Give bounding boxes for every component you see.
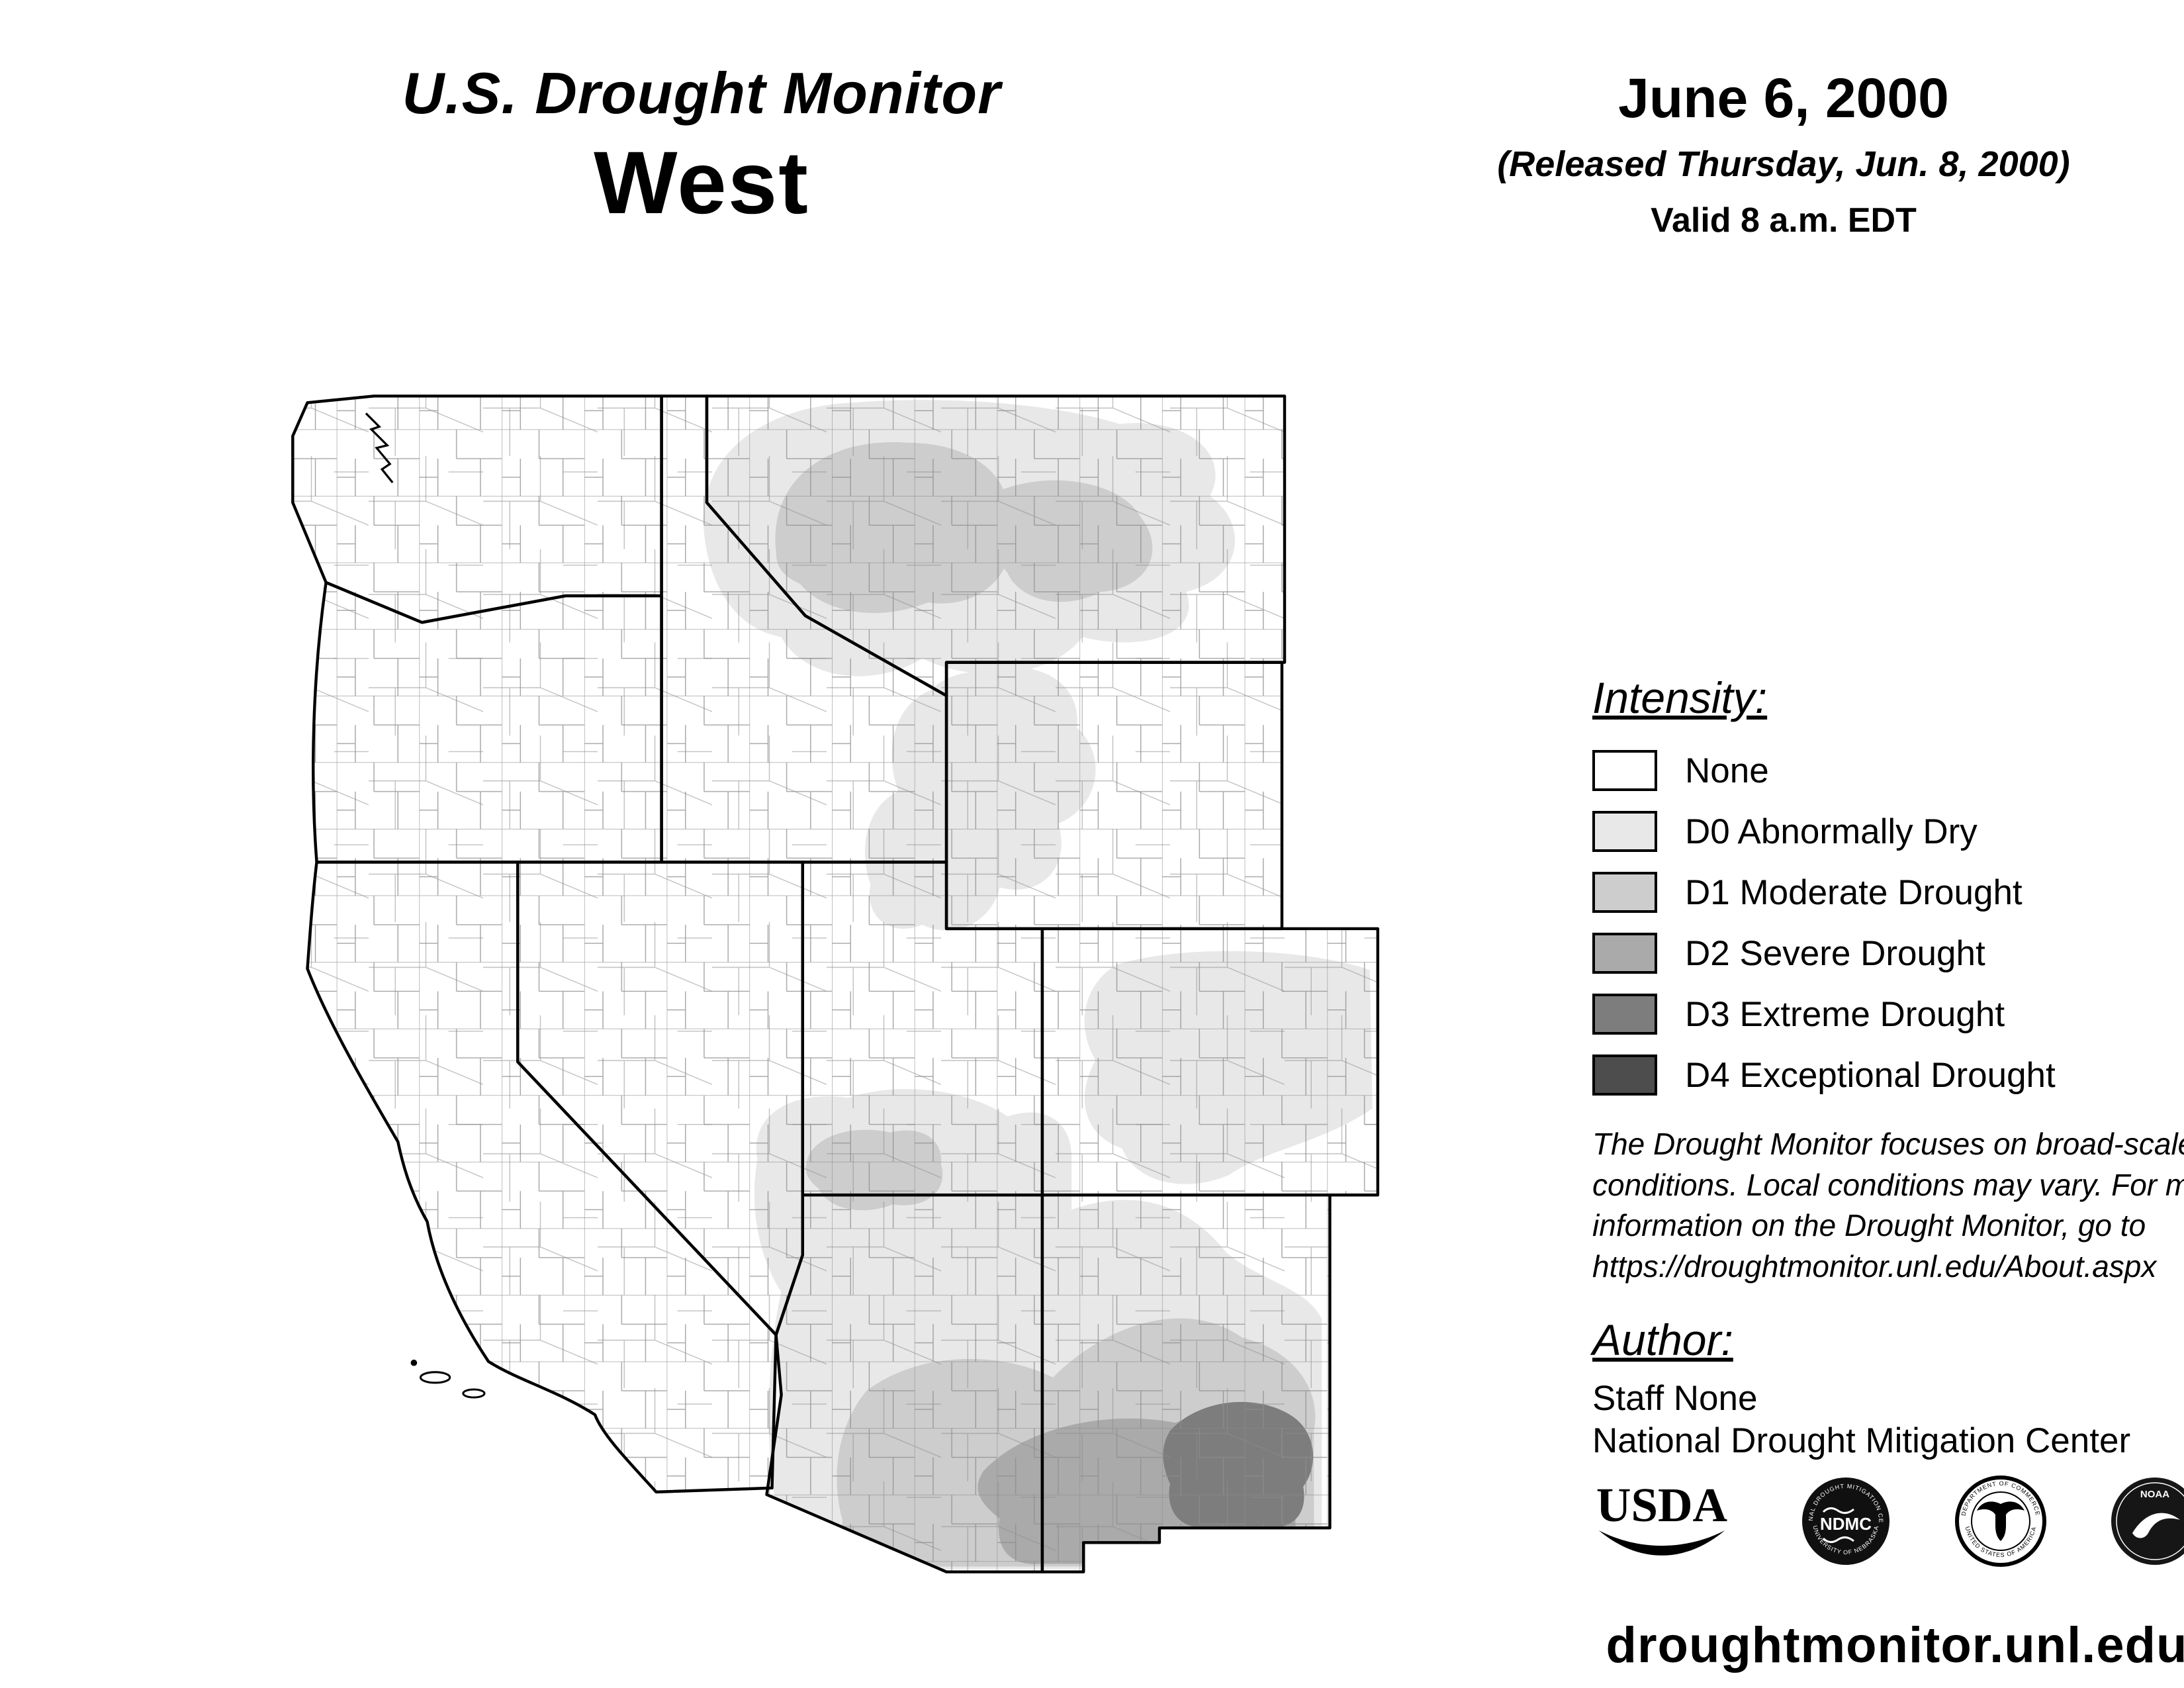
legend-label: D0 Abnormally Dry (1685, 812, 1978, 851)
drought-map (254, 363, 1399, 1681)
department-of-commerce-seal-icon: DEPARTMENT OF COMMERCE UNITED STATES OF … (1954, 1476, 2046, 1567)
ndmc-logo-icon: NATIONAL DROUGHT MITIGATION CENTER UNIVE… (1802, 1477, 1890, 1565)
title-block: U.S. Drought Monitor West (278, 60, 1125, 234)
usda-swoosh (1598, 1530, 1725, 1556)
coastal-details (365, 412, 486, 1399)
legend-swatch-d2 (1592, 933, 1657, 974)
region-title: West (594, 134, 809, 232)
legend-item-d4: D4 Exceptional Drought (1592, 1045, 2056, 1105)
released-date: (Released Thursday, Jun. 8, 2000) (1497, 144, 2070, 184)
legend-swatch-d1 (1592, 872, 1657, 913)
channel-island-1 (419, 1371, 451, 1384)
disclaimer-text: The Drought Monitor focuses on broad-sca… (1592, 1127, 2184, 1284)
author-heading: Author: (1592, 1315, 1733, 1364)
legend-label: None (1685, 751, 1769, 790)
legend-item-d3: D3 Extreme Drought (1592, 984, 2056, 1045)
legend-item-d0: D0 Abnormally Dry (1592, 801, 2056, 862)
ndmc-wave-top (1823, 1507, 1855, 1514)
legend-label: D1 Moderate Drought (1685, 872, 2023, 912)
usda-logo-text: USDA (1596, 1478, 1728, 1532)
channel-island-2 (462, 1388, 486, 1399)
agency-logos: USDA NATIONAL DROUGHT MITIGATION CENTER … (1586, 1475, 2184, 1568)
county-lines-texture-2 (293, 396, 1378, 1572)
legend-label: D4 Exceptional Drought (1685, 1055, 2056, 1095)
noaa-bird-shape (2132, 1513, 2180, 1538)
legend-label: D2 Severe Drought (1685, 933, 1985, 973)
drought-monitor-url: droughtmonitor.unl.edu (1606, 1617, 2184, 1673)
ndmc-logo-text: NDMC (1820, 1514, 1872, 1534)
noaa-logo-icon: NOAA (2111, 1477, 2184, 1565)
puget-sound-inlets (365, 412, 394, 484)
legend-item-d2: D2 Severe Drought (1592, 923, 2056, 984)
legend-swatch-d3 (1592, 994, 1657, 1035)
legend-label: D3 Extreme Drought (1685, 994, 2005, 1034)
ndmc-wave-bottom (1823, 1536, 1855, 1543)
valid-time: Valid 8 a.m. EDT (1651, 201, 1917, 240)
legend-heading: Intensity: (1592, 673, 1768, 722)
drought-map-svg (254, 363, 1399, 1681)
legend-swatch-none (1592, 750, 1657, 791)
page-title: U.S. Drought Monitor (402, 60, 1001, 126)
usda-logo-icon: USDA (1596, 1478, 1728, 1556)
drought-intensity-legend: None D0 Abnormally Dry D1 Moderate Droug… (1592, 740, 2056, 1105)
doc-eagle-emblem (1976, 1501, 2025, 1541)
legend-swatch-d4 (1592, 1055, 1657, 1096)
legend-item-d1: D1 Moderate Drought (1592, 862, 2056, 923)
noaa-logo-text: NOAA (2140, 1489, 2169, 1500)
author-organization: National Drought Mitigation Center (1592, 1421, 2131, 1460)
date-block: June 6, 2000 (Released Thursday, Jun. 8,… (1449, 66, 2118, 240)
legend-item-none: None (1592, 740, 2056, 801)
map-date: June 6, 2000 (1618, 67, 1949, 129)
author-name: Staff None (1592, 1379, 1758, 1418)
channel-island-3 (410, 1359, 418, 1366)
legend-swatch-d0 (1592, 811, 1657, 852)
